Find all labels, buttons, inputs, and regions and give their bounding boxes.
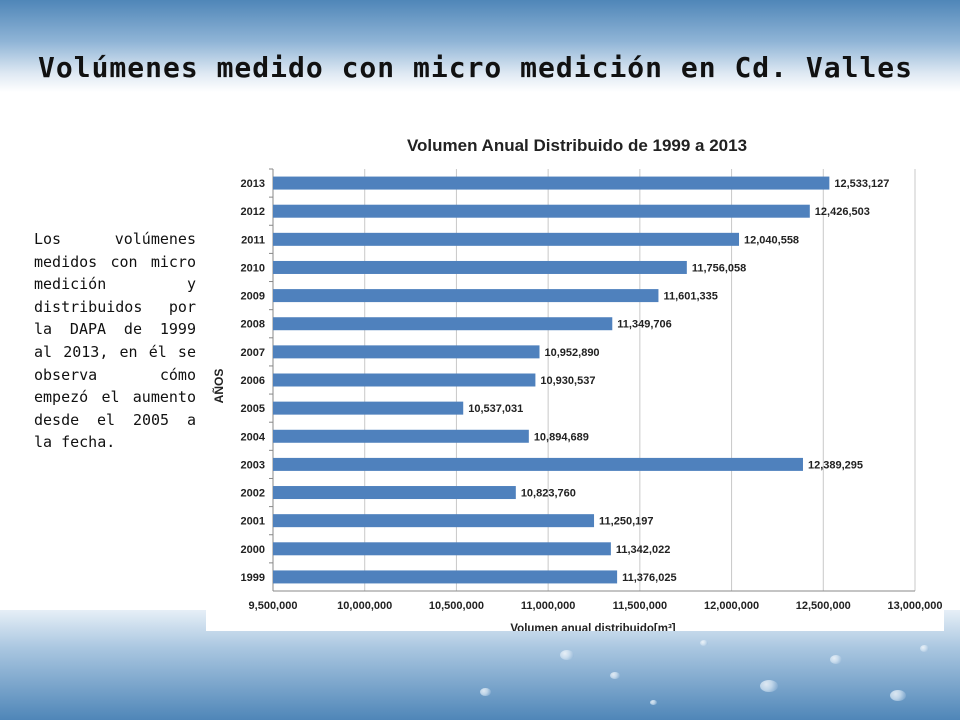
bar-2008 [273,317,613,331]
bar-2000 [273,542,611,556]
y-axis-label: AÑOS [211,369,226,404]
bar-2010 [273,260,687,274]
data-label: 11,250,197 [599,516,653,528]
y-tick-label: 2013 [241,178,265,190]
x-tick-label: 12,000,000 [704,600,759,612]
header-band [0,0,960,92]
bar-2002 [273,486,516,500]
water-drop [480,688,491,696]
y-tick-label: 2010 [241,262,265,274]
y-tick-label: 2006 [241,375,265,387]
bar-2006 [273,373,536,387]
data-label: 12,426,503 [815,206,870,218]
water-drop [920,645,929,652]
y-tick-label: 2008 [241,319,265,331]
y-tick-label: 2011 [241,234,265,246]
data-label: 12,389,295 [808,459,863,471]
y-tick-label: 2007 [241,347,265,359]
data-label: 12,040,558 [744,234,799,246]
x-tick-label: 12,500,000 [796,600,851,612]
data-label: 10,537,031 [468,403,523,415]
y-tick-label: 2012 [241,206,265,218]
slide-title: Volúmenes medido con micro medición en C… [38,51,914,84]
data-label: 11,349,706 [617,319,671,331]
bar-1999 [273,570,618,584]
y-tick-label: 2009 [241,291,265,303]
bar-2003 [273,457,803,471]
x-tick-label: 13,000,000 [887,600,942,612]
x-tick-label: 11,000,000 [521,600,575,612]
y-tick-label: 2003 [241,459,265,471]
y-tick-label: 2000 [241,544,265,556]
bar-layer [273,176,830,584]
x-tick-label: 11,500,000 [613,600,667,612]
water-drop [700,640,708,646]
data-label: 10,952,890 [545,347,600,359]
x-tick-label: 9,500,000 [249,600,298,612]
data-label: 11,601,335 [663,291,717,303]
y-tick-label: 2001 [241,516,265,528]
data-label: 10,823,760 [521,488,576,500]
data-label: 11,376,025 [622,572,676,584]
bar-chart: 9,500,000 10,000,000 10,500,000 11,000,000 1… [211,136,943,631]
y-tick-label: 1999 [241,572,265,584]
x-axis-label: Volumen anual distribuido[m³] [510,623,675,631]
bar-2012 [273,204,810,218]
chart-panel: 9,500,000 10,000,000 10,500,000 11,000,000 1… [206,124,944,631]
water-drop [610,672,620,679]
water-drop [890,690,906,701]
y-tick-label: 2002 [241,488,265,500]
data-label: 11,342,022 [616,544,670,556]
data-label: 12,533,127 [834,178,889,190]
chart-title: Volumen Anual Distribuido de 1999 a 2013 [407,136,747,155]
bar-2001 [273,514,595,528]
water-drop [760,680,778,692]
data-label: 10,894,689 [534,431,589,443]
water-drop [830,655,842,664]
x-tick-label: 10,000,000 [337,600,392,612]
bar-2011 [273,232,740,246]
water-drop [650,700,657,705]
bar-2007 [273,345,540,359]
y-tick-label: 2004 [241,431,266,443]
x-tick-label: 10,500,000 [429,600,484,612]
label-layer: 9,500,000 10,000,000 10,500,000 11,000,000 1… [241,178,943,612]
body-text: Los volúmenes medidos con micro medición… [34,230,196,452]
bar-2009 [273,289,659,303]
data-label: 11,756,058 [692,262,746,274]
bar-2004 [273,429,529,443]
water-drop [560,650,574,660]
bar-2013 [273,176,830,190]
y-tick-label: 2005 [241,403,265,415]
bar-2005 [273,401,464,415]
data-label: 10,930,537 [540,375,595,387]
